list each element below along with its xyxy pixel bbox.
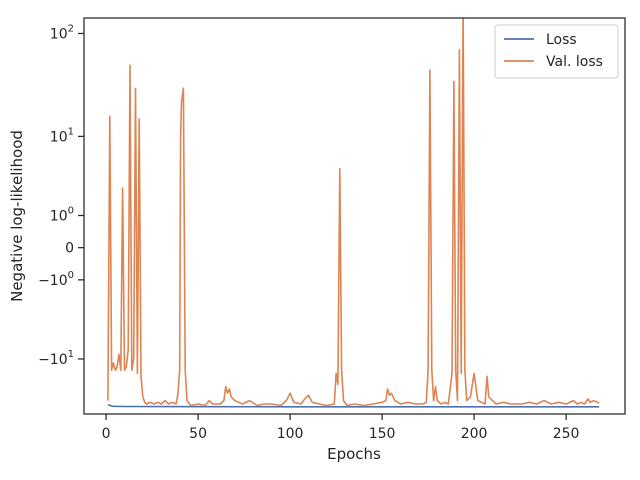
y-tick-label: 0	[65, 241, 74, 257]
legend: Loss Val. loss	[494, 24, 619, 79]
y-tick-label: −100	[38, 270, 74, 289]
y-tick-label: 101	[50, 126, 74, 145]
y-tick-label: 102	[50, 23, 74, 42]
series-line-loss	[107, 404, 600, 408]
x-tick-label: 150	[369, 426, 396, 442]
x-axis: 0 50 100 150 200 250	[102, 414, 580, 442]
x-tick-label: 200	[461, 426, 488, 442]
x-tick-label: 50	[189, 426, 207, 442]
x-tick-label: 0	[102, 426, 111, 442]
x-axis-label: Epochs	[327, 445, 381, 463]
legend-label-val-loss: Val. loss	[546, 54, 603, 70]
x-tick-label: 100	[277, 426, 304, 442]
x-tick-label: 250	[553, 426, 580, 442]
y-axis-label: Negative log-likelihood	[8, 130, 26, 302]
series-layer	[107, 18, 600, 408]
plot-background	[84, 18, 625, 414]
series-line-val-loss	[107, 18, 600, 407]
y-axis: 102 101 100 0 −100 −101	[38, 23, 84, 368]
y-tick-label: −101	[38, 349, 74, 368]
y-tick-label: 100	[50, 206, 74, 225]
legend-label-loss: Loss	[546, 32, 577, 48]
